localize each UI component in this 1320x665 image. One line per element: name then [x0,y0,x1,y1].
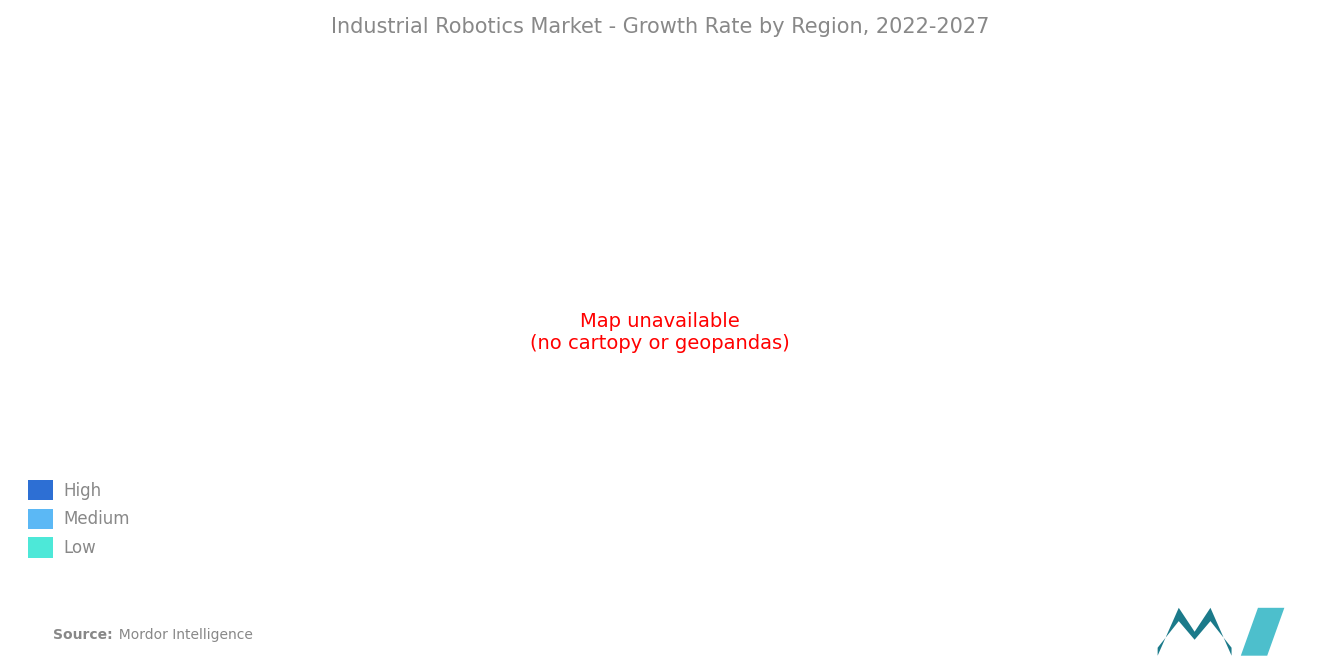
Text: Mordor Intelligence: Mordor Intelligence [110,628,252,642]
Text: Map unavailable
(no cartopy or geopandas): Map unavailable (no cartopy or geopandas… [531,312,789,353]
Text: Industrial Robotics Market - Growth Rate by Region, 2022-2027: Industrial Robotics Market - Growth Rate… [331,17,989,37]
Polygon shape [1158,608,1232,656]
Legend: High, Medium, Low: High, Medium, Low [21,473,136,565]
Text: Source:: Source: [53,628,112,642]
Polygon shape [1241,608,1284,656]
